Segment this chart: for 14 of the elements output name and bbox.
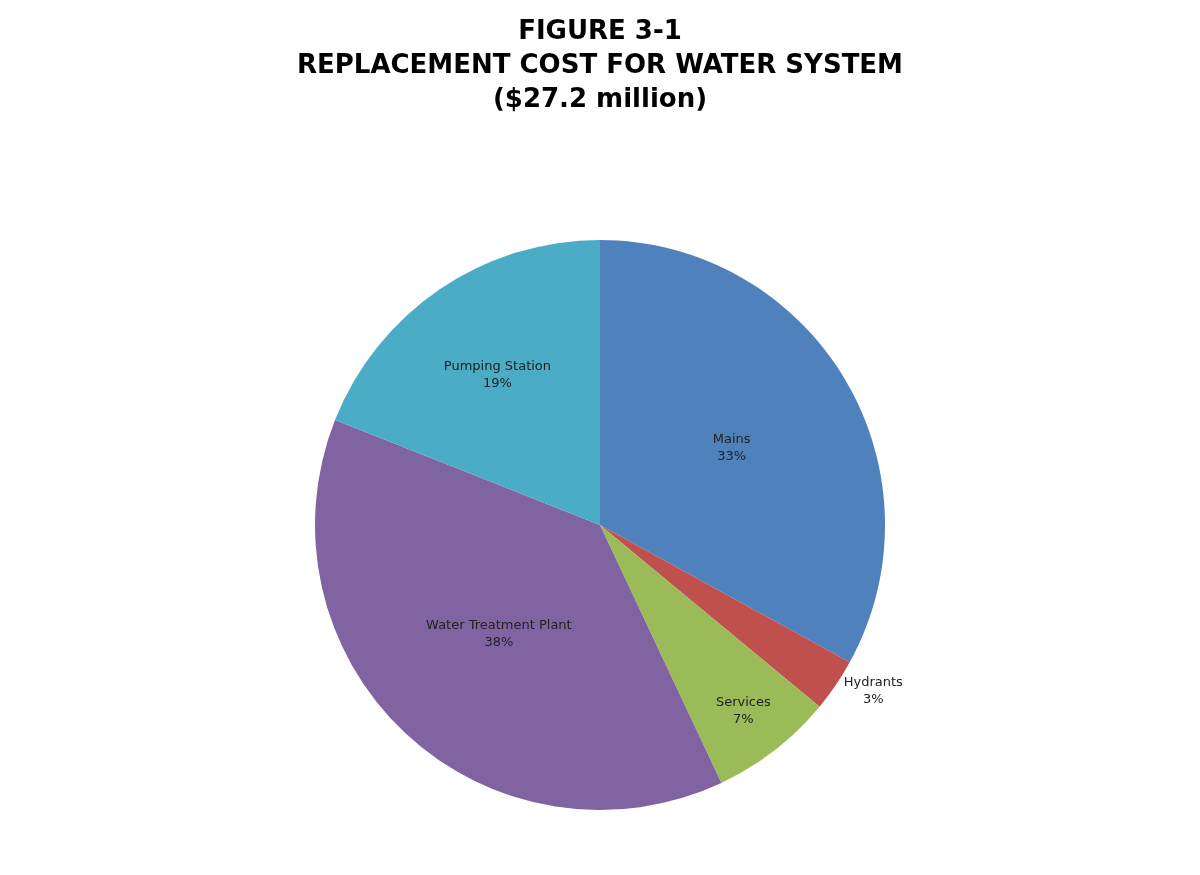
data-label: 7% [732,710,754,726]
data-label: 38% [484,633,514,649]
slice-label: Hydrants [843,674,904,690]
pie-slice [600,525,820,783]
slice-label: Pumping Station [443,358,552,374]
pie-slice [335,240,600,525]
data-label: 33% [717,447,747,463]
slice-label: Water Treatment Plant [426,616,572,632]
pie-slice [600,240,885,663]
data-label: 3% [862,691,884,707]
data-label: 19% [483,375,512,391]
slice-label: Services [715,693,771,709]
slice-label: Mains [712,431,751,447]
chart-title: FIGURE 3-1 REPLACEMENT COST FOR WATER SYSTEM ($27.2 million) [296,15,904,113]
